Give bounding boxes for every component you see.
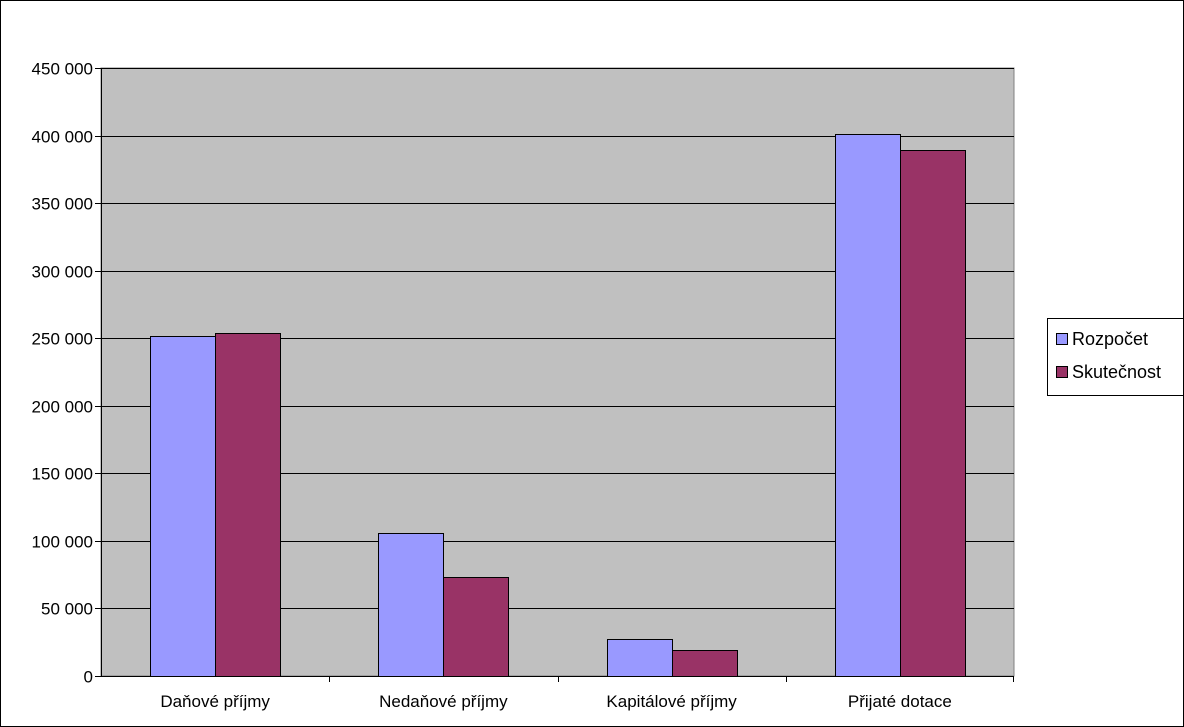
bar-skutecnost [900, 150, 966, 677]
x-tick-label: Přijaté dotace [848, 692, 952, 711]
y-tick-label: 250 000 [32, 330, 93, 349]
bar-rozpocet [150, 336, 216, 677]
bar-skutecnost [215, 333, 281, 677]
y-tick-label: 400 000 [32, 128, 93, 147]
legend-swatch [1056, 366, 1068, 378]
y-tick-label: 450 000 [32, 60, 93, 79]
bar-rozpocet [607, 639, 673, 677]
bar-skutecnost [672, 650, 738, 677]
legend-swatch [1056, 333, 1068, 345]
y-tick-label: 50 000 [41, 600, 93, 619]
legend: Rozpočet Skutečnost [1047, 318, 1184, 396]
y-tick-label: 300 000 [32, 263, 93, 282]
bars [150, 134, 966, 677]
y-tick-label: 150 000 [32, 465, 93, 484]
x-tick-label: Nedaňové příjmy [379, 692, 508, 711]
x-tick-label: Kapitálové příjmy [606, 692, 737, 711]
tick-labels: 0 50 000 100 000 150 000 200 000 250 000 300 0… [32, 60, 952, 712]
bar-rozpocet [835, 134, 901, 677]
x-tick-label: Daňové příjmy [160, 692, 270, 711]
legend-label: Rozpočet [1072, 329, 1148, 349]
y-tick-label: 0 [84, 668, 93, 687]
y-tick-label: 350 000 [32, 195, 93, 214]
bar-rozpocet [378, 533, 444, 677]
bar-skutecnost [443, 577, 509, 677]
y-tick-label: 100 000 [32, 533, 93, 552]
y-tick-label: 200 000 [32, 398, 93, 417]
legend-label: Skutečnost [1072, 362, 1161, 382]
axes [95, 68, 1014, 682]
legend-box [1047, 318, 1184, 396]
